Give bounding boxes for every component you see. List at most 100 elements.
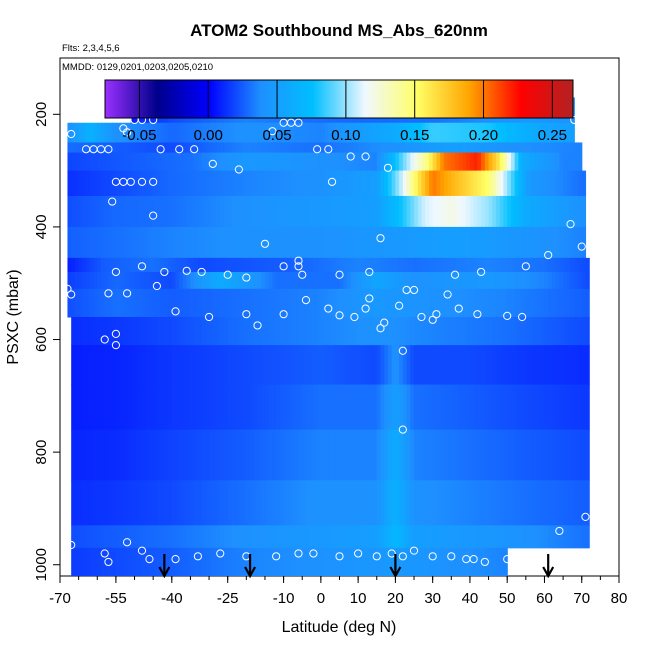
heatmap-cell [179,384,184,431]
heatmap-cell [358,480,363,526]
heatmap-cell [160,525,165,549]
heatmap-cell [279,317,285,346]
heatmap-cell [123,170,128,197]
heatmap-cell [97,480,102,526]
heatmap-cell [354,384,359,431]
heatmap-cell [514,525,519,549]
heatmap-cell [194,317,199,346]
heatmap-cell [551,226,557,259]
heatmap-cell [421,384,426,431]
heatmap-cell [261,257,266,273]
heatmap-cell [477,142,482,154]
heatmap-cell [481,195,486,228]
heatmap-cell [462,384,467,431]
heatmap-cell [108,429,113,481]
heatmap-cell [414,152,419,172]
heatmap-cell [276,429,281,481]
heatmap-cell [406,429,411,481]
heatmap-cell [108,195,113,228]
heatmap-cell [529,288,534,318]
heatmap-cell [481,345,486,386]
heatmap-cell [499,152,505,172]
heatmap-cell [369,257,374,273]
heatmap-cell [294,257,300,273]
heatmap-cell [537,195,542,228]
heatmap-cell [194,525,199,549]
heatmap-cell [406,122,411,143]
heatmap-cell [283,195,288,228]
heatmap-cell [238,288,244,318]
heatmap-cell [414,122,419,143]
heatmap-cell [414,271,419,290]
heatmap-cell [78,384,83,431]
heatmap-cell [399,480,404,526]
heatmap-cell [86,271,91,290]
heatmap-cell [361,525,367,549]
heatmap-cell [384,525,389,549]
colorbar-tick-label: 0.05 [262,127,291,144]
heatmap-cell [119,525,124,549]
heatmap-cell [197,226,203,259]
heatmap-cell [440,429,445,481]
heatmap-cell [201,257,206,273]
heatmap-cell [522,480,527,526]
heatmap-cell [492,429,497,481]
heatmap-cell [287,345,292,386]
heatmap-cell [294,142,300,154]
sample-point [577,115,586,125]
heatmap-cell [346,525,352,549]
heatmap-cell [447,547,452,576]
heatmap-cell [112,547,117,576]
heatmap-cell [287,480,292,526]
heatmap-cell [373,288,378,318]
heatmap-cell [171,226,177,259]
colorbar-tick-label: 0.00 [194,127,223,144]
heatmap-cell [313,152,318,172]
heatmap-cell [149,122,154,143]
heatmap-cell [179,152,184,172]
heatmap-cell [421,429,426,481]
heatmap-cell [74,429,80,481]
heatmap-cell [78,525,83,549]
heatmap-cell [283,525,288,549]
heatmap-cell [469,152,475,172]
heatmap-cell [343,142,348,154]
heatmap-cell [436,271,441,290]
heatmap-cell [566,480,572,526]
heatmap-cell [298,195,303,228]
heatmap-cell [276,195,281,228]
heatmap-cell [194,429,199,481]
heatmap-cell [332,345,337,386]
heatmap-cell [402,122,408,143]
heatmap-cell [570,525,575,549]
heatmap-cell [455,429,460,481]
heatmap-cell [458,122,464,143]
heatmap-cell [425,429,430,481]
heatmap-cell [510,195,516,228]
heatmap-cell [86,122,91,143]
heatmap-cell [160,195,165,228]
heatmap-cell [156,271,162,290]
heatmap-cells [67,97,590,576]
heatmap-cell [89,345,95,386]
heatmap-cell [89,142,95,154]
heatmap-cell [130,271,136,290]
heatmap-cell [384,317,389,346]
heatmap-cell [518,152,523,172]
heatmap-cell [294,345,300,386]
heatmap-cell [455,122,460,143]
heatmap-cell [484,170,490,197]
heatmap-cell [82,152,87,172]
heatmap-cell [376,384,382,431]
heatmap-cell [313,226,318,259]
heatmap-cell [313,480,318,526]
heatmap-cell [93,122,98,143]
heatmap-cell [533,152,538,172]
heatmap-cell [324,142,329,154]
heatmap-cell [168,480,173,526]
heatmap-cell [458,547,464,576]
heatmap-cell [298,429,303,481]
heatmap-cell [399,345,404,386]
heatmap-cell [529,195,534,228]
heatmap-cell [518,122,523,143]
